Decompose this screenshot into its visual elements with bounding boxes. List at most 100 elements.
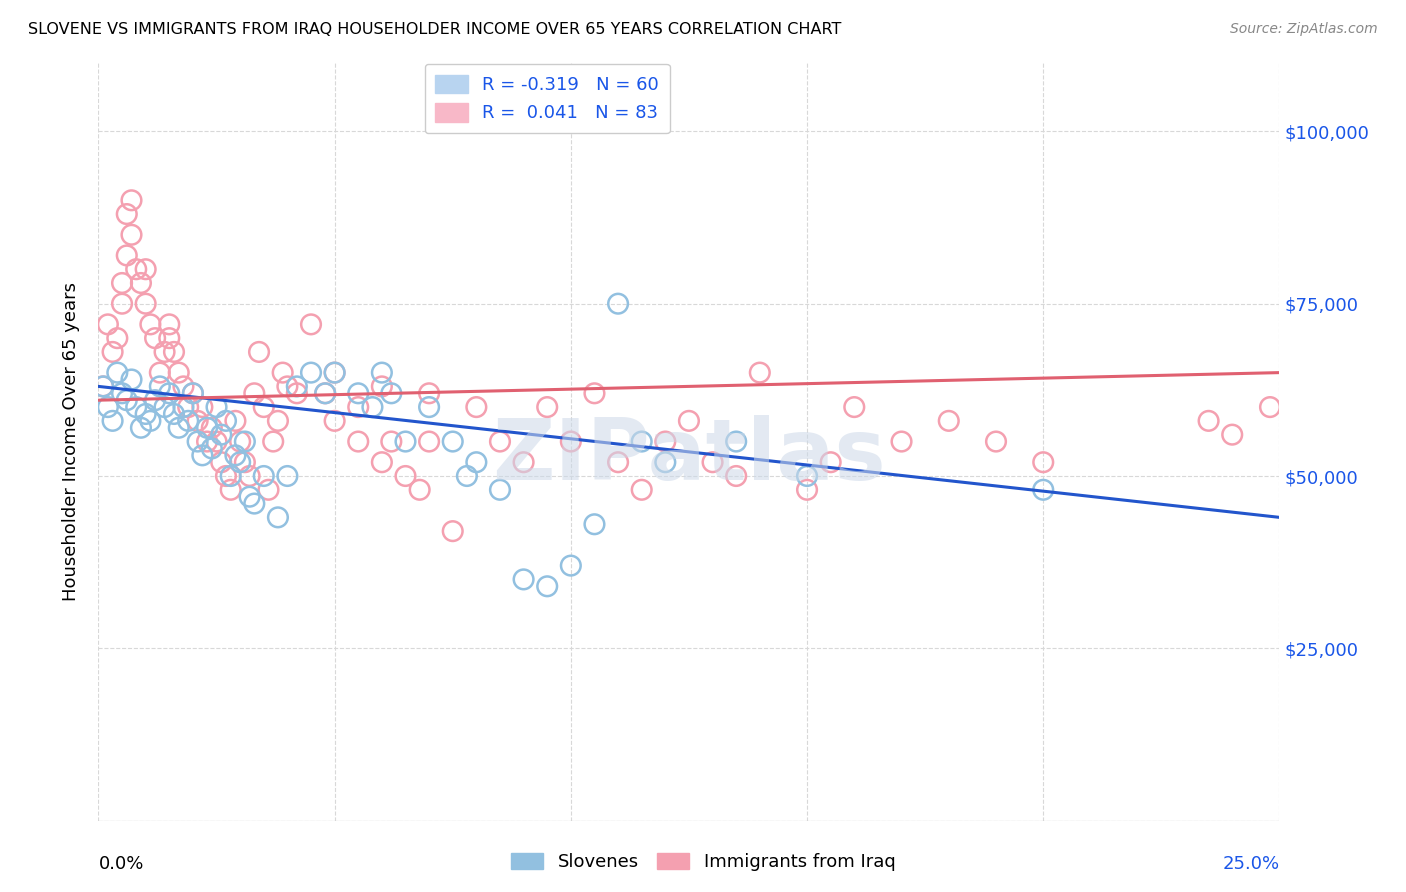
Point <box>195 421 218 435</box>
Point <box>121 227 143 242</box>
Point <box>91 379 114 393</box>
Point <box>938 414 960 428</box>
Point <box>678 414 700 428</box>
Point <box>1258 400 1281 414</box>
Point <box>380 434 402 449</box>
Point <box>149 379 172 393</box>
Point <box>1198 414 1220 428</box>
Point <box>285 379 308 393</box>
Point <box>201 421 224 435</box>
Point <box>115 393 138 408</box>
Point <box>191 400 214 414</box>
Point <box>271 366 294 380</box>
Point <box>187 414 209 428</box>
Point <box>262 434 284 449</box>
Point <box>299 318 322 332</box>
Point <box>243 386 266 401</box>
Point <box>323 366 346 380</box>
Point <box>371 455 394 469</box>
Point <box>844 400 866 414</box>
Point <box>224 448 246 462</box>
Point <box>181 386 204 401</box>
Point <box>101 345 124 359</box>
Point <box>361 400 384 414</box>
Point <box>489 483 512 497</box>
Point <box>157 386 180 401</box>
Point <box>105 331 128 345</box>
Point <box>536 579 558 593</box>
Point <box>97 318 120 332</box>
Point <box>380 386 402 401</box>
Point <box>187 434 209 449</box>
Point <box>630 483 652 497</box>
Point <box>560 434 582 449</box>
Point <box>239 469 262 483</box>
Point <box>267 414 290 428</box>
Point <box>583 517 606 532</box>
Point <box>209 455 232 469</box>
Point <box>209 427 232 442</box>
Point <box>215 469 238 483</box>
Point <box>314 386 336 401</box>
Point <box>219 469 242 483</box>
Point <box>143 331 166 345</box>
Point <box>347 386 370 401</box>
Point <box>115 207 138 221</box>
Point <box>512 573 534 587</box>
Point <box>157 331 180 345</box>
Point <box>456 469 478 483</box>
Point <box>267 510 290 524</box>
Point <box>347 434 370 449</box>
Point <box>276 469 298 483</box>
Point <box>630 434 652 449</box>
Point <box>233 434 256 449</box>
Point <box>153 345 176 359</box>
Text: ZIPatlas: ZIPatlas <box>492 415 886 499</box>
Point <box>1220 427 1243 442</box>
Legend: Slovenes, Immigrants from Iraq: Slovenes, Immigrants from Iraq <box>503 846 903 879</box>
Point <box>201 442 224 456</box>
Point <box>583 386 606 401</box>
Point <box>229 455 252 469</box>
Text: SLOVENE VS IMMIGRANTS FROM IRAQ HOUSEHOLDER INCOME OVER 65 YEARS CORRELATION CHA: SLOVENE VS IMMIGRANTS FROM IRAQ HOUSEHOL… <box>28 22 842 37</box>
Point <box>314 386 336 401</box>
Point <box>890 434 912 449</box>
Point <box>323 366 346 380</box>
Point <box>167 366 190 380</box>
Point <box>101 414 124 428</box>
Point <box>129 276 152 290</box>
Point <box>139 318 162 332</box>
Point <box>97 400 120 414</box>
Point <box>607 455 630 469</box>
Point <box>177 414 200 428</box>
Point <box>121 194 143 208</box>
Point <box>149 366 172 380</box>
Point <box>105 366 128 380</box>
Point <box>111 276 134 290</box>
Point <box>607 296 630 310</box>
Point <box>163 407 186 421</box>
Point <box>135 407 157 421</box>
Point <box>253 469 276 483</box>
Point <box>796 483 818 497</box>
Point <box>394 469 416 483</box>
Point <box>725 434 748 449</box>
Point <box>465 400 488 414</box>
Point <box>441 524 464 538</box>
Point <box>323 414 346 428</box>
Point <box>205 400 228 414</box>
Point <box>418 400 440 414</box>
Y-axis label: Householder Income Over 65 years: Householder Income Over 65 years <box>62 282 80 601</box>
Point <box>172 400 194 414</box>
Point <box>219 483 242 497</box>
Point <box>233 455 256 469</box>
Point <box>408 483 430 497</box>
Text: 0.0%: 0.0% <box>98 855 143 872</box>
Point <box>441 434 464 449</box>
Point <box>654 455 676 469</box>
Point <box>205 434 228 449</box>
Point <box>135 262 157 277</box>
Point <box>121 372 143 386</box>
Point <box>91 379 114 393</box>
Point <box>247 345 270 359</box>
